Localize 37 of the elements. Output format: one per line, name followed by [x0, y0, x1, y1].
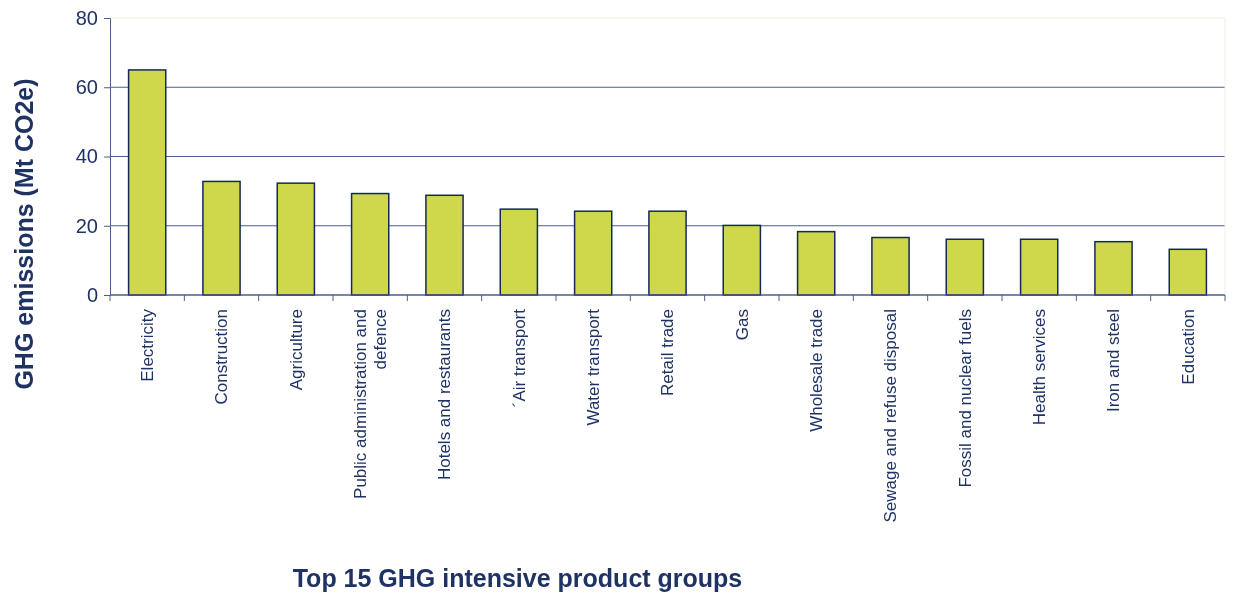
y-tick-label: 60: [75, 76, 98, 99]
bar: [350, 192, 390, 296]
x-tick-label: Hotels and restaurants: [435, 309, 455, 481]
x-tick-label: Construction: [212, 309, 232, 405]
x-tick-label: Sewage and refuse disposal: [881, 309, 901, 523]
x-tick-label: Wholesale trade: [807, 309, 827, 432]
bar: [499, 208, 539, 296]
x-tick-label: Retail trade: [658, 309, 678, 396]
bar: [945, 238, 985, 296]
x-axis-title: Top 15 GHG intensive product groups: [292, 564, 743, 592]
x-tick-label: ´Air transport: [509, 308, 529, 408]
bar: [722, 224, 762, 296]
bar: [1094, 240, 1133, 296]
bar: [202, 180, 241, 296]
x-tick-label: Water transport: [584, 308, 604, 426]
bar: [425, 194, 464, 296]
x-tick-label: Agriculture: [286, 309, 306, 391]
x-tick-label: Iron and steel: [1104, 309, 1124, 413]
y-tick-label: 0: [86, 283, 98, 306]
x-tick-label: Electricity: [138, 308, 158, 382]
x-tick-label: Gas: [732, 309, 752, 341]
bar: [648, 210, 687, 296]
y-tick-label: 80: [75, 6, 98, 29]
bar: [871, 236, 910, 296]
x-tick-label: Public administration and defence: [350, 309, 391, 499]
y-axis-title: GHG emissions (Mt CO2e): [10, 78, 38, 390]
bar: [573, 210, 613, 296]
bar: [1019, 238, 1059, 296]
bar: [127, 69, 167, 296]
x-tick-label: Fossil and nuclear fuels: [955, 309, 975, 488]
bar: [796, 230, 836, 296]
x-tick-label: Education: [1178, 309, 1198, 385]
y-tick-label: 40: [75, 145, 98, 168]
x-tick-label: Health services: [1030, 309, 1050, 426]
y-tick-label: 20: [75, 214, 98, 237]
bar: [276, 182, 316, 296]
bar: [1168, 248, 1208, 296]
